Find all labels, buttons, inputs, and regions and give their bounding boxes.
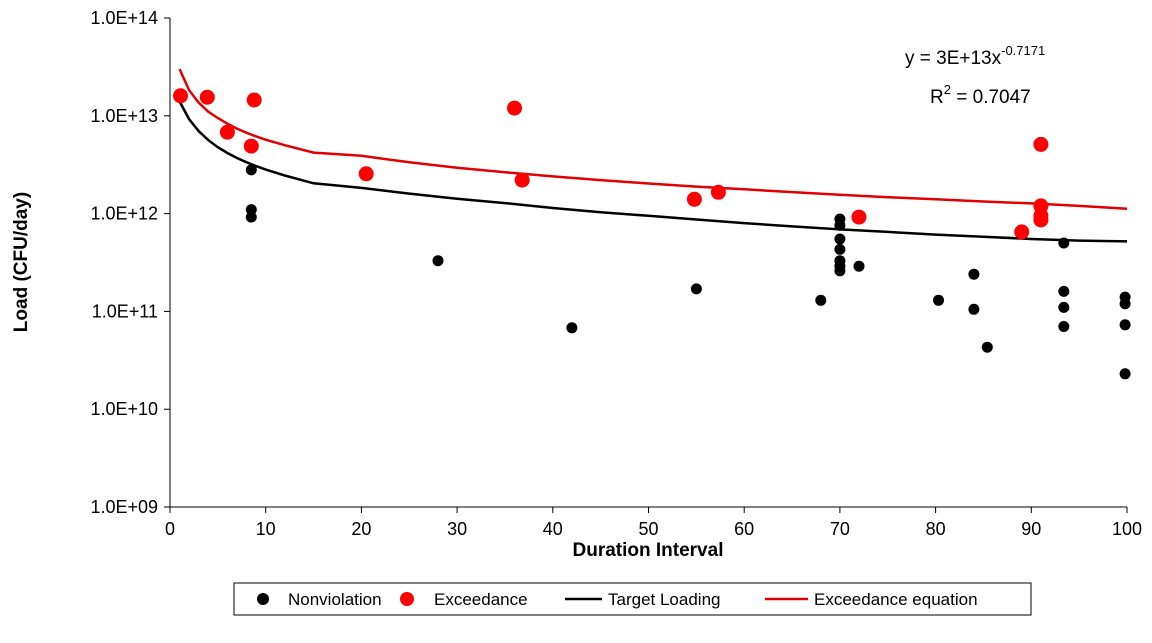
data-point-nonviolation <box>1119 368 1131 380</box>
series-line-target-loading <box>178 100 1128 243</box>
y-tick-label: 1.0E+14 <box>90 8 158 28</box>
data-point-exceedance <box>1033 212 1049 228</box>
data-point-exceedance <box>243 138 259 154</box>
x-tick-label: 20 <box>351 519 371 539</box>
y-tick-label: 1.0E+10 <box>90 399 158 419</box>
data-point-nonviolation <box>815 294 827 306</box>
r-squared-symbol: R <box>930 87 944 108</box>
x-tick-label: 30 <box>447 519 467 539</box>
data-point-nonviolation <box>933 294 944 306</box>
data-point-nonviolation <box>834 219 846 231</box>
data-point-nonviolation <box>1058 321 1070 332</box>
y-tick-label: 1.0E+09 <box>90 497 158 517</box>
legend: Nonviolation Exceedance Target Loading E… <box>233 582 1032 616</box>
legend-marker-nonviolation <box>257 593 269 605</box>
series-lines <box>178 68 1128 243</box>
legend-marker-exceedance <box>400 592 414 606</box>
data-point-nonviolation <box>245 211 257 223</box>
x-ticks: 0 10 20 30 40 50 60 70 80 90 100 <box>165 507 1142 539</box>
data-point-nonviolation <box>968 268 980 280</box>
data-point-nonviolation <box>690 283 702 295</box>
data-points <box>173 88 1131 380</box>
y-axis-title: Load (CFU/day) <box>11 192 32 332</box>
data-point-nonviolation <box>834 265 846 277</box>
y-tick-label: 1.0E+12 <box>90 204 158 224</box>
data-point-exceedance <box>507 100 522 116</box>
x-tick-label: 100 <box>1112 519 1142 539</box>
x-tick-label: 10 <box>256 519 276 539</box>
regression-annotation: y = 3E+13x-0.7171 R2 = 0.7047 <box>905 43 1045 108</box>
data-point-exceedance <box>686 191 702 207</box>
data-point-exceedance <box>1033 136 1049 152</box>
equation-prefix: y = 3E+13x <box>905 48 1002 69</box>
r-squared-value: = 0.7047 <box>951 87 1031 108</box>
data-point-nonviolation <box>245 164 257 176</box>
data-point-nonviolation <box>834 233 846 245</box>
x-tick-label: 0 <box>165 519 175 539</box>
y-tick-label: 1.0E+13 <box>90 106 158 126</box>
equation-exponent: -0.7171 <box>1001 43 1045 58</box>
data-point-exceedance <box>1014 224 1030 240</box>
r-squared-exponent: 2 <box>944 82 951 97</box>
x-tick-label: 40 <box>543 519 563 539</box>
plot-area: 1.0E+09 1.0E+10 1.0E+11 1.0E+12 1.0E+13 1.0E+… <box>90 8 1142 539</box>
data-point-nonviolation <box>1119 319 1131 331</box>
data-point-nonviolation <box>1058 237 1070 249</box>
legend-label-exceedance: Exceedance <box>434 590 528 609</box>
x-tick-label: 70 <box>830 519 850 539</box>
data-point-nonviolation <box>981 341 993 353</box>
data-point-exceedance <box>219 124 235 140</box>
legend-label-nonviolation: Nonviolation <box>288 590 382 609</box>
data-point-nonviolation <box>1119 298 1131 310</box>
series-line-exceedance-equation <box>178 68 1128 211</box>
legend-label-exceedance-equation: Exceedance equation <box>814 590 978 609</box>
data-point-exceedance <box>851 209 867 225</box>
x-tick-label: 90 <box>1021 519 1041 539</box>
data-point-exceedance <box>514 172 530 188</box>
x-tick-label: 80 <box>926 519 946 539</box>
y-ticks: 1.0E+09 1.0E+10 1.0E+11 1.0E+12 1.0E+13 1.0E+… <box>90 8 170 517</box>
data-point-exceedance <box>173 88 188 104</box>
data-point-exceedance <box>246 92 262 108</box>
data-point-nonviolation <box>968 303 980 315</box>
data-point-exceedance <box>710 184 726 200</box>
legend-box <box>233 582 1032 616</box>
equation-text: y = 3E+13x-0.7171 <box>905 43 1045 69</box>
data-point-nonviolation <box>834 243 846 255</box>
data-point-nonviolation <box>853 260 865 272</box>
x-axis-title: Duration Interval <box>573 540 724 561</box>
x-tick-label: 50 <box>638 519 658 539</box>
data-point-nonviolation <box>566 322 578 334</box>
data-point-nonviolation <box>1058 285 1070 297</box>
r-squared-text: R2 = 0.7047 <box>930 82 1031 108</box>
legend-label-target-loading: Target Loading <box>608 590 720 609</box>
data-point-exceedance <box>358 166 374 182</box>
data-point-nonviolation <box>432 255 444 267</box>
y-tick-label: 1.0E+11 <box>92 301 158 321</box>
data-point-exceedance <box>199 89 215 105</box>
data-point-nonviolation <box>1058 301 1070 313</box>
x-tick-label: 60 <box>734 519 754 539</box>
